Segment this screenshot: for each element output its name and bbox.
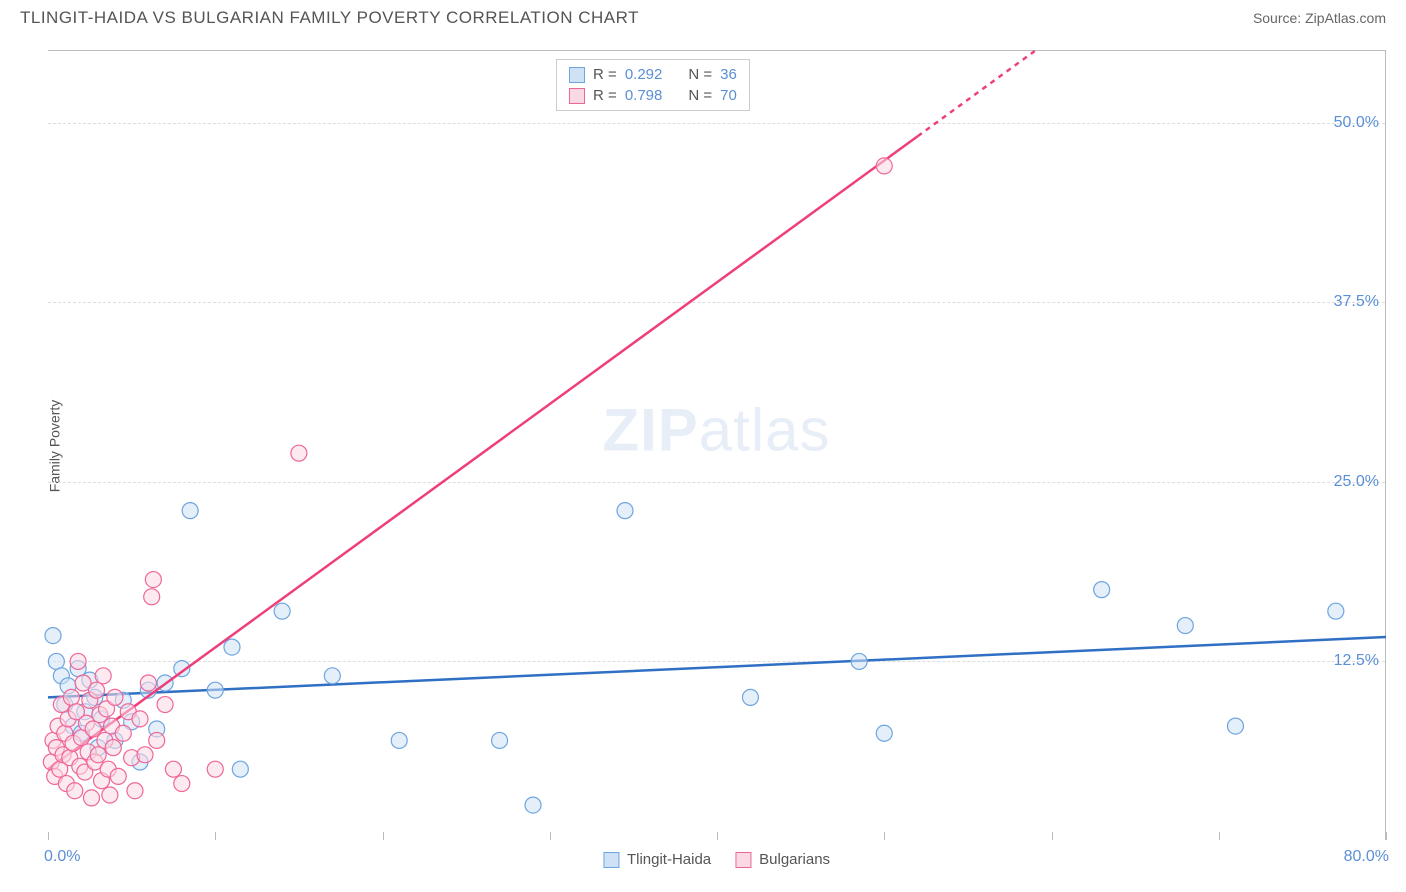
scatter-point	[324, 668, 340, 684]
scatter-point	[274, 603, 290, 619]
scatter-plot	[48, 51, 1385, 840]
legend-item: Bulgarians	[735, 851, 830, 868]
scatter-point	[182, 503, 198, 519]
scatter-point	[115, 725, 131, 741]
stats-row: R = 0.798 N = 70	[569, 85, 737, 106]
scatter-point	[391, 732, 407, 748]
legend: Tlingit-Haida Bulgarians	[603, 851, 830, 868]
chart-area: ZIPatlas 12.5%25.0%37.5%50.0% R = 0.292 …	[48, 50, 1386, 840]
source-attribution: Source: ZipAtlas.com	[1253, 10, 1386, 26]
scatter-point	[70, 653, 86, 669]
scatter-point	[83, 790, 99, 806]
scatter-point	[157, 697, 173, 713]
scatter-point	[224, 639, 240, 655]
scatter-point	[90, 747, 106, 763]
scatter-point	[102, 787, 118, 803]
legend-swatch	[603, 852, 619, 868]
x-axis-max-label: 80.0%	[1344, 848, 1389, 866]
scatter-point	[1094, 582, 1110, 598]
scatter-point	[291, 445, 307, 461]
scatter-point	[63, 689, 79, 705]
series-swatch	[569, 67, 585, 83]
scatter-point	[48, 653, 64, 669]
scatter-point	[492, 732, 508, 748]
scatter-point	[742, 689, 758, 705]
scatter-point	[1227, 718, 1243, 734]
scatter-point	[105, 740, 121, 756]
scatter-point	[45, 628, 61, 644]
scatter-point	[525, 797, 541, 813]
scatter-point	[207, 761, 223, 777]
scatter-point	[145, 572, 161, 588]
scatter-point	[174, 776, 190, 792]
scatter-point	[95, 668, 111, 684]
scatter-point	[144, 589, 160, 605]
scatter-point	[137, 747, 153, 763]
x-tick	[1386, 832, 1387, 840]
legend-swatch	[735, 852, 751, 868]
scatter-point	[617, 503, 633, 519]
scatter-point	[851, 653, 867, 669]
scatter-point	[132, 711, 148, 727]
scatter-point	[107, 689, 123, 705]
series-swatch	[569, 88, 585, 104]
scatter-point	[1328, 603, 1344, 619]
scatter-point	[127, 783, 143, 799]
scatter-point	[165, 761, 181, 777]
scatter-point	[876, 725, 892, 741]
legend-item: Tlingit-Haida	[603, 851, 711, 868]
scatter-point	[1177, 618, 1193, 634]
stats-row: R = 0.292 N = 36	[569, 64, 737, 85]
chart-title: TLINGIT-HAIDA VS BULGARIAN FAMILY POVERT…	[20, 8, 639, 28]
x-axis-min-label: 0.0%	[44, 848, 80, 866]
scatter-point	[110, 768, 126, 784]
scatter-point	[876, 158, 892, 174]
correlation-stats-box: R = 0.292 N = 36 R = 0.798 N = 70	[556, 59, 750, 111]
scatter-point	[232, 761, 248, 777]
scatter-point	[140, 675, 156, 691]
scatter-point	[207, 682, 223, 698]
scatter-point	[67, 783, 83, 799]
scatter-point	[149, 732, 165, 748]
scatter-point	[89, 682, 105, 698]
